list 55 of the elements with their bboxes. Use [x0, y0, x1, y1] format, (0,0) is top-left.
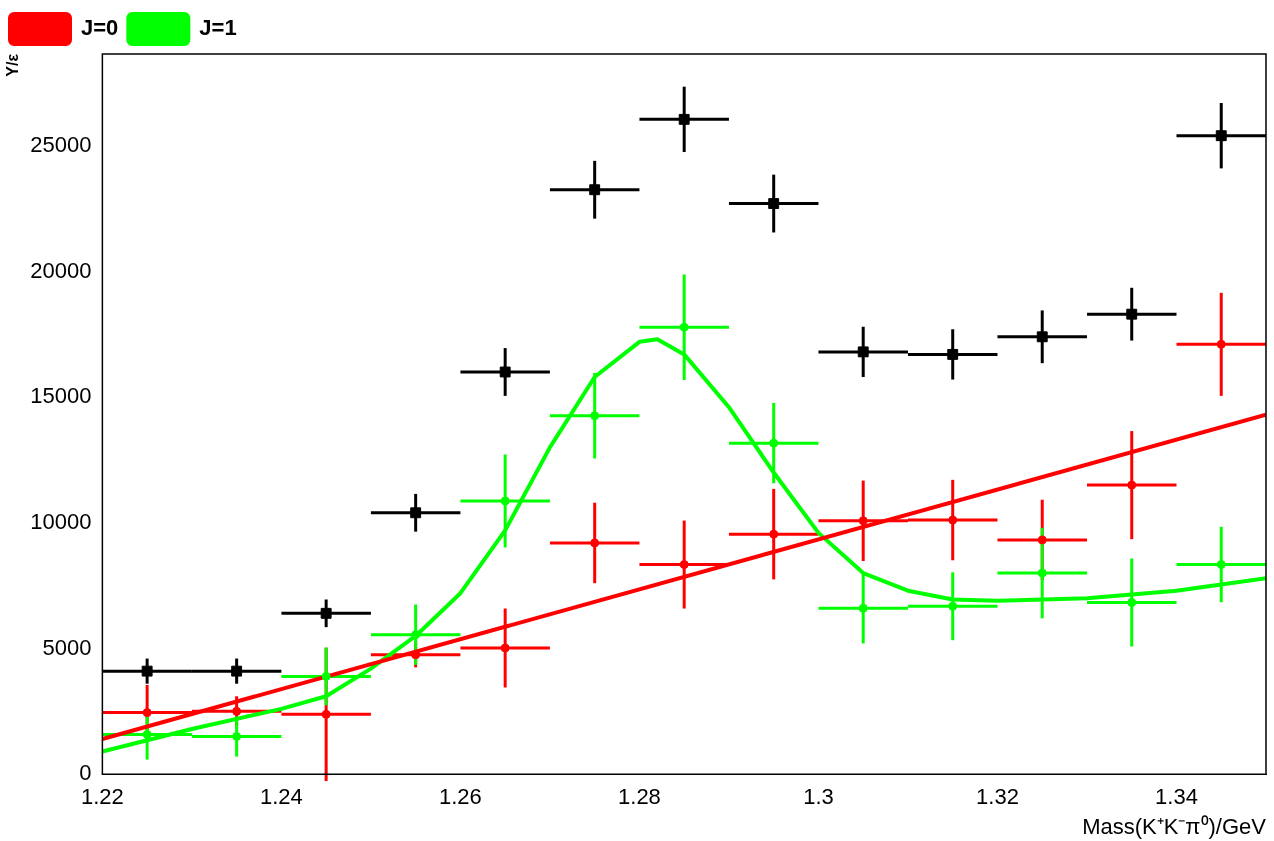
point [1037, 568, 1047, 578]
point [499, 366, 511, 378]
point [768, 198, 780, 210]
point [321, 671, 331, 681]
point [948, 601, 958, 611]
y-tick-label: 25000 [30, 131, 92, 157]
point [679, 322, 689, 332]
point [857, 346, 869, 358]
point [142, 729, 152, 739]
point [678, 113, 690, 125]
x-tick-label: 1.22 [80, 784, 124, 810]
point [947, 348, 959, 360]
point [590, 538, 600, 548]
point [589, 184, 601, 196]
point [590, 411, 600, 421]
point [500, 643, 510, 653]
point [500, 496, 510, 506]
y-tick-label: 20000 [30, 257, 92, 283]
point [232, 731, 242, 741]
x-tick-label: 1.3 [803, 784, 834, 810]
point [1216, 560, 1226, 570]
x-tick-label: 1.26 [439, 784, 482, 810]
x-tick-label: 1.32 [976, 784, 1019, 810]
point [1215, 130, 1227, 142]
point [769, 438, 779, 448]
point [1127, 598, 1137, 608]
point [142, 708, 152, 718]
point [858, 603, 868, 613]
point [769, 529, 779, 539]
point [411, 630, 421, 640]
point [858, 516, 868, 526]
point [141, 665, 153, 677]
legend-label: J=0 [81, 15, 119, 41]
x-tick-label: 1.28 [618, 784, 661, 810]
point [321, 709, 331, 719]
point [231, 665, 243, 677]
x-axis-title: Mass(K⁺K⁻π⁰)/GeV [1082, 813, 1267, 839]
y-axis-title: Y/ε [4, 53, 22, 77]
point [1126, 308, 1138, 320]
point [232, 706, 242, 716]
point [1037, 535, 1047, 545]
y-tick-label: 10000 [30, 508, 92, 534]
y-tick-label: 15000 [30, 383, 92, 409]
point [948, 515, 958, 525]
point [1216, 339, 1226, 349]
point [1036, 331, 1048, 343]
x-tick-label: 1.34 [1155, 784, 1198, 810]
y-tick-label: 5000 [42, 634, 92, 660]
legend-label: J=1 [199, 15, 237, 41]
point [410, 507, 422, 519]
point [320, 607, 332, 619]
x-tick-label: 1.24 [259, 784, 303, 810]
y-tick-label: 0 [79, 760, 92, 786]
point [679, 560, 689, 570]
point [1127, 480, 1137, 490]
